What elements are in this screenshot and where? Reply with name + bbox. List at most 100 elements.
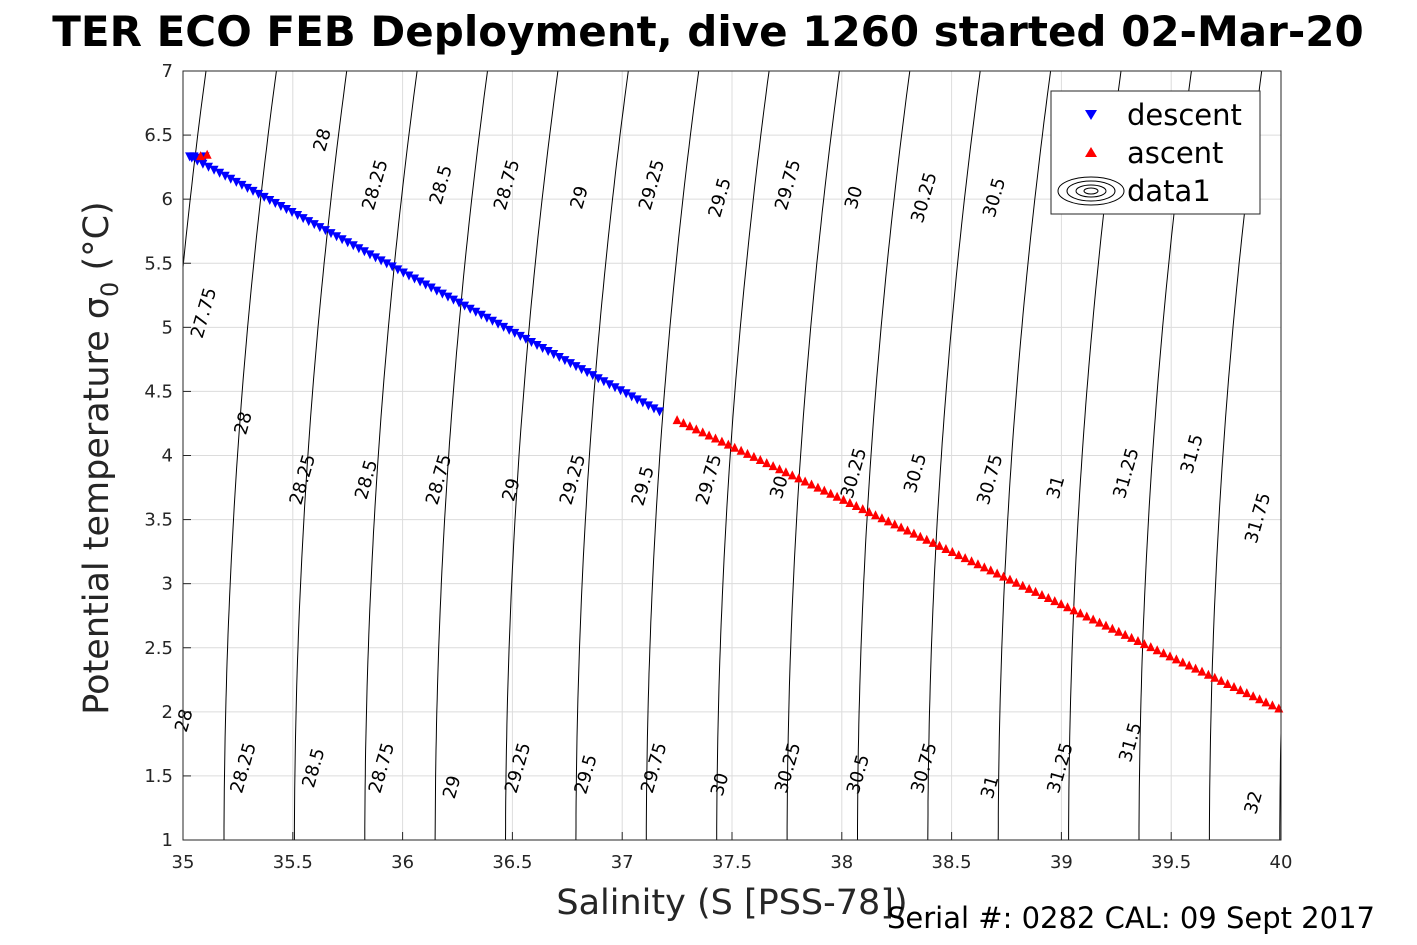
descent-point (365, 250, 375, 260)
ascent-point (1127, 632, 1137, 642)
descent-point (638, 398, 648, 408)
descent-point (655, 407, 665, 417)
ascent-point (775, 464, 785, 474)
ascent-point (1248, 691, 1258, 701)
ascent-point (1056, 599, 1066, 609)
contour-label: 29.5 (705, 175, 736, 219)
descent-point (287, 208, 297, 218)
descent-point (203, 162, 213, 172)
ascent-point (685, 421, 695, 431)
ascent-point (787, 470, 797, 480)
contour-label: 31.75 (1241, 490, 1275, 545)
descent-point (515, 331, 525, 341)
ascent-point (1197, 666, 1207, 676)
descent-point (621, 389, 631, 399)
descent-point (487, 316, 497, 326)
contour-label: 28.75 (422, 452, 456, 507)
x-tick-label: 38.5 (932, 852, 972, 873)
descent-point (315, 223, 325, 233)
descent-point (198, 159, 208, 169)
ascent-point (711, 433, 721, 443)
contour-label: 28 (230, 409, 257, 437)
ascent-point (736, 445, 746, 455)
ascent-point (1114, 626, 1124, 636)
ascent-point (851, 501, 861, 511)
contour-label: 30.75 (907, 740, 941, 795)
descent-point (410, 274, 420, 284)
descent-point (649, 404, 659, 414)
legend-data1-marker (1057, 176, 1125, 206)
descent-point (220, 171, 230, 181)
ascent-point (781, 467, 791, 477)
descent-point (337, 235, 347, 245)
descent-point (593, 374, 603, 384)
contour-label: 30.5 (900, 451, 931, 495)
descent-point (471, 307, 481, 317)
descent-point (187, 153, 197, 163)
descent-point (538, 343, 548, 353)
ascent-point (992, 568, 1002, 578)
descent-point (437, 289, 447, 299)
contour-label: 29.25 (635, 157, 669, 212)
contour-label: 28.25 (226, 740, 260, 795)
ascent-point (826, 488, 836, 498)
descent-point (554, 353, 564, 363)
descent-point (632, 395, 642, 405)
contour-label: 28 (309, 126, 336, 154)
ascent-point (1242, 688, 1252, 698)
ascent-point (845, 497, 855, 507)
ascent-point (794, 473, 804, 483)
ascent-point (864, 507, 874, 517)
ascent-point (1018, 580, 1028, 590)
descent-point (265, 195, 275, 205)
ascent-point (1171, 654, 1181, 664)
contour-line (364, 71, 418, 840)
descent-point (231, 177, 241, 187)
ascent-point (896, 522, 906, 532)
descent-point (371, 253, 381, 263)
ascent-point (1037, 589, 1047, 599)
ascent-point (819, 485, 829, 495)
legend-ascent: ascent (1127, 136, 1223, 170)
descent-point (476, 310, 486, 320)
descent-point (521, 334, 531, 344)
ascent-point (730, 442, 740, 452)
contour-label: 31.5 (1177, 432, 1208, 476)
descent-point (465, 304, 475, 314)
ascent-point (679, 418, 689, 428)
ascent-point (1191, 663, 1201, 673)
ascent-point (954, 550, 964, 560)
ascent-point (1223, 678, 1233, 688)
ascent-point (672, 415, 682, 425)
contour-label: 31.25 (1109, 446, 1143, 501)
contour-label: 29.75 (637, 740, 671, 795)
y-tick-label: 3.5 (144, 510, 173, 531)
contour-line (645, 71, 700, 840)
y-tick-label: 1 (162, 830, 173, 851)
ascent-point (813, 482, 823, 492)
y-tick-label: 5.5 (144, 253, 173, 274)
descent-point (226, 174, 236, 184)
contour-label: 30.25 (907, 170, 941, 225)
descent-point (426, 283, 436, 293)
contour-label: 31 (1043, 473, 1070, 501)
descent-point (309, 220, 319, 230)
y-tick-label: 2.5 (144, 638, 173, 659)
ascent-point (1069, 605, 1079, 615)
descent-point (493, 319, 503, 329)
ascent-point (922, 534, 932, 544)
contour-label: 29 (439, 773, 466, 801)
ascent-point (1255, 694, 1265, 704)
ascent-point (903, 525, 913, 535)
ascent-point (1159, 648, 1169, 658)
ascent-point (1267, 700, 1277, 710)
x-tick-label: 35 (172, 852, 195, 873)
contour-label: 30 (841, 184, 868, 212)
ascent-point (768, 461, 778, 471)
chart-title: TER ECO FEB Deployment, dive 1260 starte… (52, 7, 1363, 56)
ascent-point (928, 537, 938, 547)
ascent-point (967, 556, 977, 566)
ascent-point (1178, 657, 1188, 667)
descent-point (432, 286, 442, 296)
contour-line (1279, 711, 1281, 840)
